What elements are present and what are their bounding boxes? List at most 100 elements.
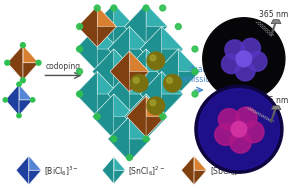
Polygon shape [157, 49, 200, 71]
Circle shape [143, 5, 149, 11]
Circle shape [198, 89, 279, 170]
Polygon shape [194, 156, 207, 185]
Circle shape [164, 74, 181, 92]
Polygon shape [110, 51, 149, 71]
Circle shape [230, 132, 251, 153]
Circle shape [111, 136, 117, 142]
Polygon shape [108, 49, 151, 72]
Polygon shape [92, 94, 135, 116]
Polygon shape [108, 71, 129, 117]
Circle shape [192, 46, 198, 52]
Polygon shape [5, 84, 33, 100]
Circle shape [167, 77, 173, 83]
Circle shape [150, 55, 156, 61]
Circle shape [20, 78, 25, 83]
Circle shape [17, 82, 21, 86]
Polygon shape [108, 116, 129, 162]
Polygon shape [92, 4, 135, 27]
Circle shape [147, 97, 165, 115]
Polygon shape [140, 94, 183, 117]
Circle shape [30, 98, 35, 102]
Circle shape [150, 100, 156, 106]
Polygon shape [129, 116, 151, 162]
Polygon shape [92, 49, 135, 71]
Circle shape [242, 121, 264, 143]
Text: 365 nm: 365 nm [260, 10, 289, 19]
Polygon shape [129, 71, 151, 117]
Circle shape [131, 74, 148, 92]
Polygon shape [146, 96, 165, 137]
Polygon shape [16, 156, 29, 185]
Polygon shape [97, 26, 119, 72]
Polygon shape [114, 156, 126, 184]
Polygon shape [102, 170, 126, 184]
Circle shape [236, 107, 257, 129]
Polygon shape [102, 156, 114, 184]
Circle shape [133, 77, 139, 83]
Polygon shape [102, 156, 126, 170]
Polygon shape [114, 4, 135, 49]
Polygon shape [108, 116, 151, 139]
Circle shape [160, 5, 166, 11]
Polygon shape [97, 71, 119, 117]
Polygon shape [129, 26, 151, 72]
Polygon shape [181, 156, 207, 170]
Polygon shape [92, 4, 114, 49]
Circle shape [77, 69, 83, 74]
Polygon shape [78, 6, 97, 47]
Polygon shape [271, 106, 281, 110]
Polygon shape [108, 26, 151, 49]
Polygon shape [76, 71, 119, 94]
Polygon shape [157, 71, 200, 94]
Polygon shape [125, 94, 146, 139]
Polygon shape [108, 94, 151, 117]
Polygon shape [125, 49, 146, 94]
Polygon shape [157, 49, 178, 94]
Circle shape [241, 38, 260, 58]
Polygon shape [5, 84, 19, 115]
Polygon shape [92, 27, 135, 49]
Polygon shape [108, 139, 151, 162]
Polygon shape [181, 156, 194, 185]
Polygon shape [16, 170, 41, 185]
Circle shape [236, 61, 255, 81]
Circle shape [3, 98, 7, 102]
Polygon shape [16, 156, 41, 170]
Circle shape [176, 24, 181, 29]
Polygon shape [23, 45, 38, 80]
Polygon shape [127, 116, 165, 137]
Circle shape [77, 91, 83, 97]
Polygon shape [140, 71, 183, 94]
Polygon shape [125, 94, 168, 116]
Polygon shape [127, 96, 146, 137]
Polygon shape [114, 49, 135, 94]
Circle shape [192, 69, 198, 74]
Polygon shape [108, 71, 151, 94]
Polygon shape [140, 49, 183, 72]
Polygon shape [146, 49, 168, 94]
Polygon shape [5, 100, 33, 115]
Polygon shape [125, 4, 146, 49]
Polygon shape [140, 26, 162, 72]
Polygon shape [125, 4, 168, 27]
Polygon shape [78, 6, 117, 27]
Circle shape [215, 124, 236, 145]
Polygon shape [92, 71, 135, 94]
Polygon shape [140, 71, 162, 117]
Polygon shape [7, 63, 38, 80]
Circle shape [77, 46, 83, 52]
Text: codoping: codoping [45, 62, 81, 70]
Polygon shape [127, 96, 165, 116]
Circle shape [236, 51, 252, 67]
Text: [BiCl$_6$]$^{3-}$: [BiCl$_6$]$^{3-}$ [44, 164, 79, 178]
Circle shape [195, 85, 283, 173]
Polygon shape [181, 170, 207, 185]
Circle shape [111, 5, 117, 11]
Circle shape [143, 136, 149, 142]
Polygon shape [125, 27, 168, 49]
Circle shape [221, 54, 241, 74]
Text: 395 nm: 395 nm [260, 96, 289, 105]
Circle shape [5, 60, 10, 65]
Text: [SbCl$_6$]$^{3-}$: [SbCl$_6$]$^{3-}$ [210, 164, 247, 178]
Polygon shape [125, 71, 168, 94]
